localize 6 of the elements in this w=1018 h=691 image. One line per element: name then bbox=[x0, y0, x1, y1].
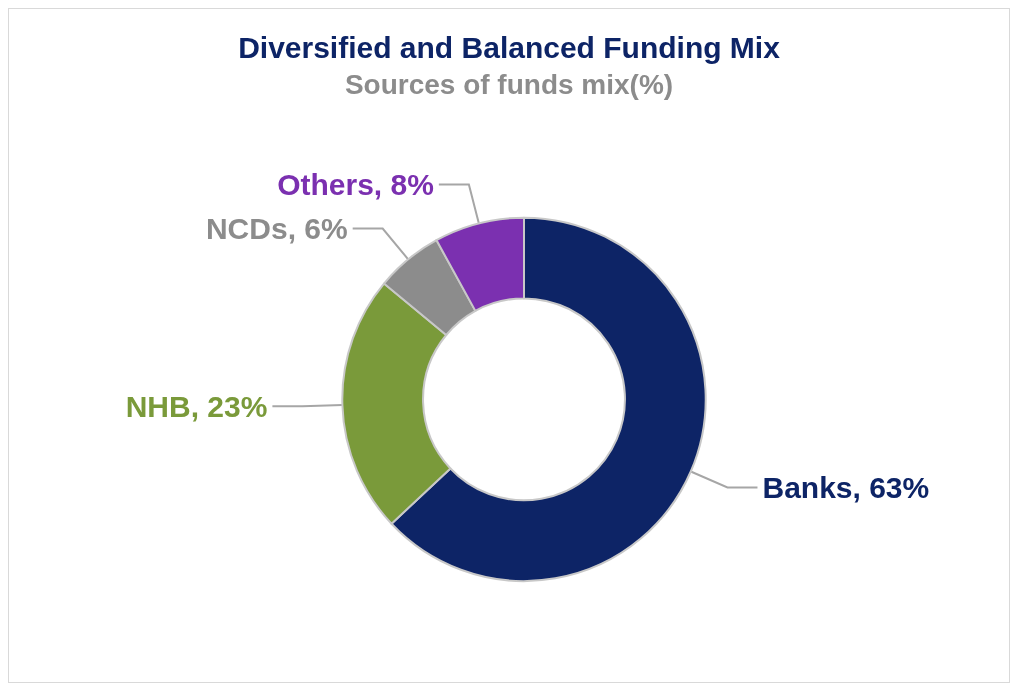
slice-label: NHB, 23% bbox=[125, 389, 268, 423]
slice-label: Banks, 63% bbox=[762, 470, 930, 504]
chart-title: Diversified and Balanced Funding Mix bbox=[238, 30, 781, 64]
chart-subtitle: Sources of funds mix(%) bbox=[344, 68, 674, 100]
slice-label: Others, 8% bbox=[277, 168, 434, 202]
slice-label: NCDs, 6% bbox=[205, 212, 348, 246]
